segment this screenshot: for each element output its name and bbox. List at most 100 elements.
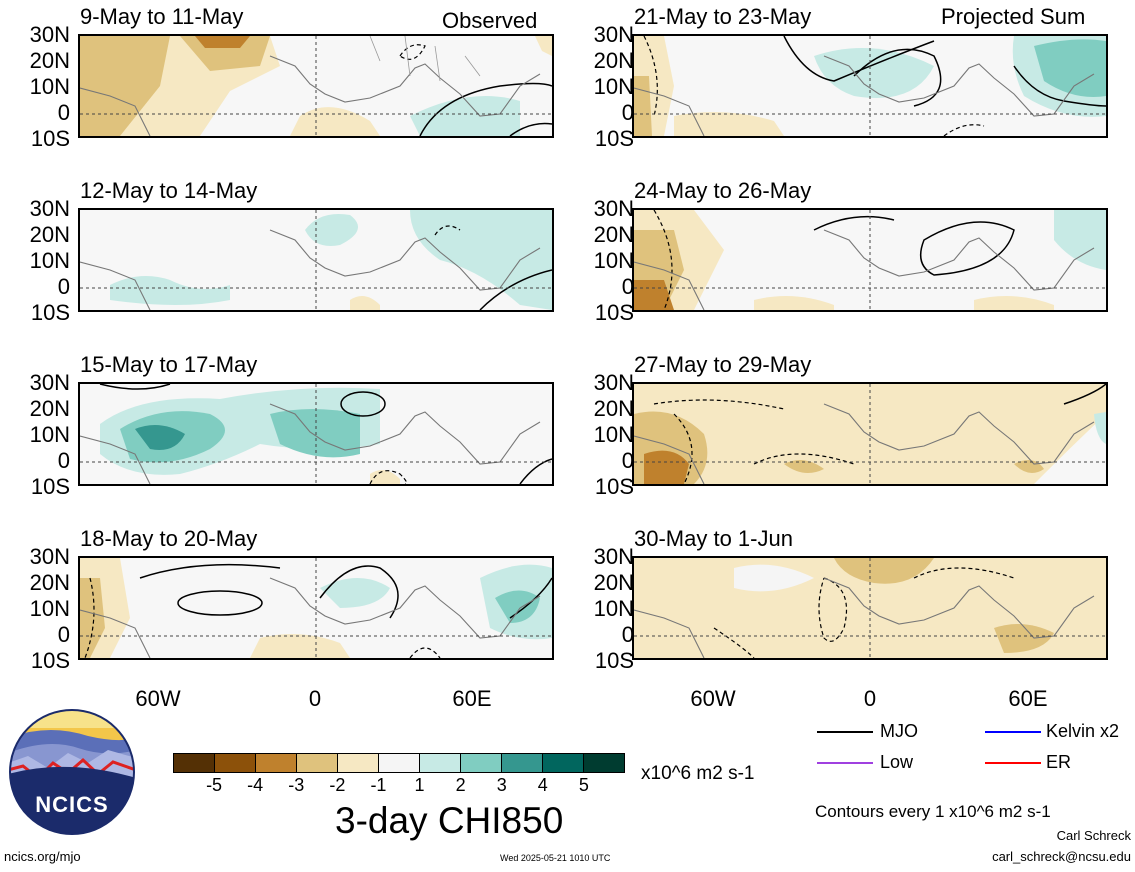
- lat-label: 10N: [593, 74, 634, 99]
- lat-label: 10N: [593, 248, 634, 273]
- legend-mjo-label: MJO: [880, 721, 918, 741]
- lat-label: 10N: [29, 248, 70, 273]
- panel-title-5: 21-May to 23-May: [634, 4, 812, 29]
- lat-label: 20N: [29, 396, 70, 421]
- lat-label: 10N: [29, 74, 70, 99]
- colorbar: [173, 753, 625, 773]
- colorbar-tick-label: 4: [537, 775, 548, 795]
- lon-label-60e-right: 60E: [1008, 686, 1048, 711]
- lat-label: 0: [621, 100, 634, 125]
- legend-kelvin-line: [985, 731, 1041, 733]
- map-panel-2: [78, 208, 554, 312]
- lat-label: 20N: [593, 570, 634, 595]
- map-panel-8: [632, 556, 1108, 660]
- timestamp: Wed 2025-05-21 1010 UTC: [500, 853, 611, 863]
- panel-title-4: 18-May to 20-May: [80, 526, 258, 551]
- lat-label: 20N: [593, 222, 634, 247]
- lat-label: 30N: [593, 22, 634, 47]
- legend-er-label: ER: [1046, 752, 1072, 772]
- lat-label: 10N: [29, 596, 70, 621]
- lat-label: 20N: [593, 396, 634, 421]
- lat-label: 0: [57, 100, 70, 125]
- panel-title-8: 30-May to 1-Jun: [634, 526, 793, 551]
- lat-label: 0: [621, 622, 634, 647]
- main-title: 3-day CHI850: [335, 800, 564, 841]
- lat-label: 10N: [593, 422, 634, 447]
- projected-sum-label: Projected Sum: [941, 4, 1086, 29]
- map-panel-3: [78, 382, 554, 486]
- lat-label: 0: [57, 274, 70, 299]
- lat-label: 10S: [594, 300, 634, 325]
- lat-label: 20N: [29, 48, 70, 73]
- colorbar-swatch: [256, 754, 297, 772]
- lat-label: 10N: [29, 422, 70, 447]
- colorbar-tick-label: 2: [455, 775, 466, 795]
- panel-title-6: 24-May to 26-May: [634, 178, 812, 203]
- colorbar-tick-label: 1: [414, 775, 425, 795]
- colorbar-tick-label: -5: [206, 775, 223, 795]
- lat-label: 30N: [29, 22, 70, 47]
- lat-label: 20N: [593, 48, 634, 73]
- lon-label-60e-left: 60E: [452, 686, 492, 711]
- colorbar-tick-label: -4: [247, 775, 264, 795]
- lat-label: 10S: [30, 474, 70, 499]
- author-name: Carl Schreck: [1056, 828, 1131, 843]
- colorbar-swatch: [338, 754, 379, 772]
- observed-label: Observed: [442, 8, 538, 33]
- lat-label: 30N: [593, 196, 634, 221]
- lat-label: 30N: [29, 544, 70, 569]
- colorbar-swatch: [215, 754, 256, 772]
- panel-title-2: 12-May to 14-May: [80, 178, 258, 203]
- lat-label: 10S: [30, 648, 70, 673]
- colorbar-tick-label: -2: [329, 775, 346, 795]
- site-url: ncics.org/mjo: [4, 849, 81, 864]
- lon-label-0-left: 0: [308, 686, 322, 711]
- lat-label: 10S: [30, 126, 70, 151]
- contour-note: Contours every 1 x10^6 m2 s-1: [815, 802, 1051, 821]
- colorbar-tick-label: -1: [370, 775, 387, 795]
- lon-label-60w-right: 60W: [690, 686, 736, 711]
- lat-label: 20N: [29, 570, 70, 595]
- logo-text: NCICS: [35, 792, 109, 817]
- ncics-logo: NCICS: [8, 708, 136, 836]
- lat-label: 0: [57, 622, 70, 647]
- colorbar-swatch: [461, 754, 502, 772]
- lat-label: 0: [621, 448, 634, 473]
- lon-label-0-right: 0: [863, 686, 877, 711]
- colorbar-swatch: [502, 754, 543, 772]
- legend-low-label: Low: [880, 752, 914, 772]
- panel-title-3: 15-May to 17-May: [80, 352, 258, 377]
- colorbar-swatch: [543, 754, 584, 772]
- colorbar-swatch: [174, 754, 215, 772]
- map-panel-7: [632, 382, 1108, 486]
- lat-label: 0: [57, 448, 70, 473]
- lat-label: 30N: [29, 196, 70, 221]
- lat-label: 20N: [29, 222, 70, 247]
- map-panel-6: [632, 208, 1108, 312]
- map-panel-4: [78, 556, 554, 660]
- lat-label: 10S: [594, 474, 634, 499]
- lat-label: 10S: [594, 126, 634, 151]
- panel-title-1: 9-May to 11-May: [80, 4, 244, 29]
- panel-title-7: 27-May to 29-May: [634, 352, 812, 377]
- colorbar-swatch: [584, 754, 624, 772]
- author-email: carl_schreck@ncsu.edu: [992, 849, 1131, 864]
- map-panel-1: [78, 34, 554, 138]
- colorbar-tick-label: -3: [288, 775, 305, 795]
- colorbar-tick-label: 3: [496, 775, 507, 795]
- lat-label: 10N: [593, 596, 634, 621]
- legend-low-line: [817, 762, 873, 764]
- lat-label: 10S: [30, 300, 70, 325]
- colorbar-swatch: [297, 754, 338, 772]
- legend-kelvin-label: Kelvin x2: [1046, 721, 1120, 741]
- lon-label-60w-left: 60W: [135, 686, 181, 711]
- legend-mjo-line: [817, 731, 873, 733]
- map-panel-5: [632, 34, 1108, 138]
- colorbar-tick-label: 5: [578, 775, 589, 795]
- colorbar-units: x10^6 m2 s-1: [641, 763, 755, 784]
- legend-er-line: [985, 762, 1041, 764]
- lat-label: 30N: [593, 544, 634, 569]
- lat-label: 30N: [593, 370, 634, 395]
- lat-label: 10S: [594, 648, 634, 673]
- lat-label: 0: [621, 274, 634, 299]
